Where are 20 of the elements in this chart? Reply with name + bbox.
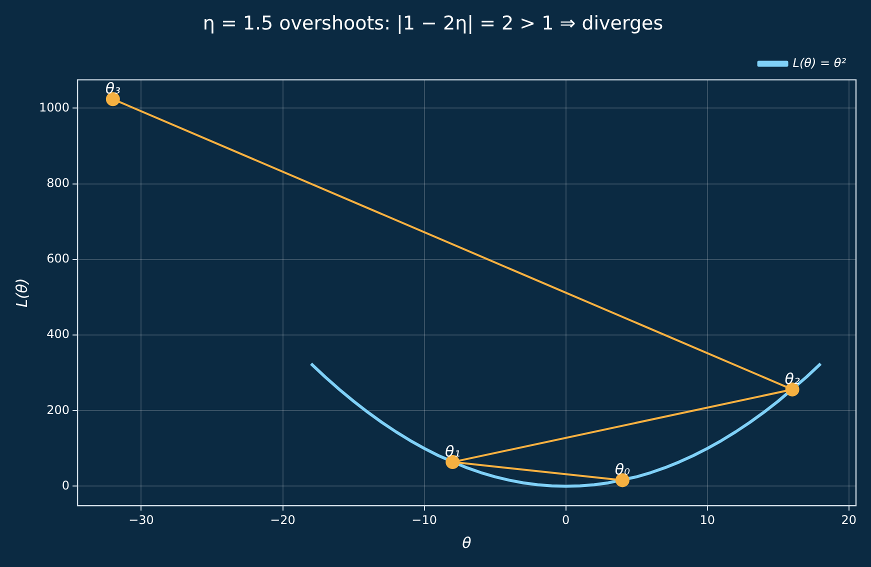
- x-tick-label: −30: [128, 512, 154, 527]
- chart-title: η = 1.5 overshoots: |1 − 2η| = 2 > 1 ⇒ diverges: [202, 12, 664, 34]
- y-axis-title: L(θ): [12, 278, 31, 308]
- x-tick-label: 20: [841, 512, 857, 527]
- y-tick-label: 600: [46, 252, 70, 266]
- y-tick-label: 400: [46, 327, 70, 342]
- x-axis-title: θ: [462, 534, 472, 552]
- annotation: θ₁: [445, 442, 460, 460]
- x-tick-label: 10: [700, 512, 716, 527]
- annotation: θ₃: [105, 80, 121, 98]
- y-tick-label: 0: [62, 478, 70, 492]
- annotation: θ₀: [614, 460, 630, 479]
- x-tick-label: 0: [562, 512, 570, 527]
- legend-label: L(θ) = θ²: [792, 56, 846, 70]
- y-tick-label: 800: [46, 176, 70, 190]
- y-tick-label: 200: [46, 402, 70, 417]
- x-tick-label: −10: [412, 512, 437, 527]
- x-tick-label: −20: [270, 512, 296, 527]
- y-tick-label: 1000: [38, 100, 70, 114]
- annotation: θ₂: [784, 370, 800, 388]
